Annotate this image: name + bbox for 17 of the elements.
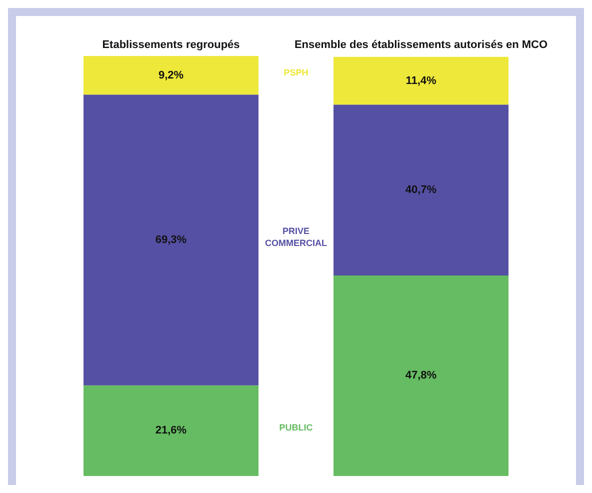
- data-label: 40,7%: [405, 184, 437, 196]
- series-label: PRIVE COMMERCIAL: [265, 226, 328, 248]
- text: PSPH: [284, 67, 308, 78]
- bar: [334, 104, 508, 276]
- data-label: 69,3%: [155, 234, 187, 246]
- data-label: 9,2%: [158, 69, 184, 82]
- data-label: 21,6%: [155, 424, 187, 437]
- text: PUBLIC: [279, 422, 314, 433]
- bar: [334, 275, 508, 476]
- bar: [84, 94, 258, 386]
- bar: [84, 56, 258, 95]
- data-label: 47,8%: [405, 370, 437, 382]
- x-tick-label: Ensemble des établissements autorisés en MCO: [294, 39, 548, 51]
- x-tick-label: Etablissements regroupés: [102, 39, 240, 51]
- bar: [334, 56, 508, 105]
- bar: [84, 385, 258, 476]
- data-label: 11,4%: [406, 74, 437, 87]
